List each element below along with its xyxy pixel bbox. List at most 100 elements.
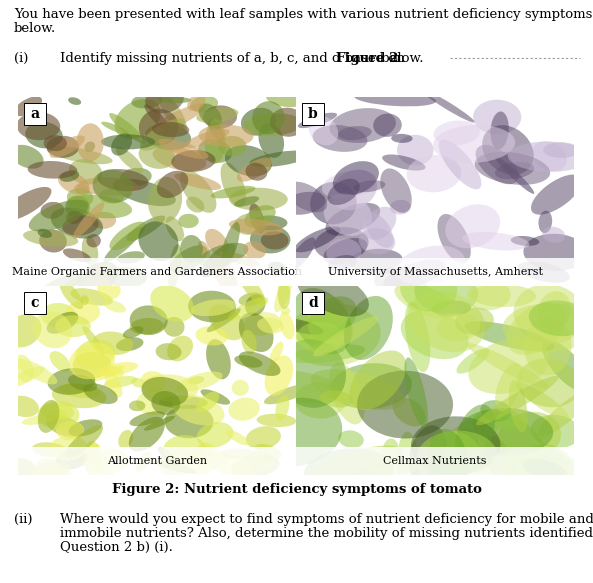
Ellipse shape [291,90,325,115]
Ellipse shape [12,318,36,331]
Ellipse shape [69,85,108,124]
Ellipse shape [276,452,296,475]
Ellipse shape [61,156,96,187]
Ellipse shape [155,299,182,315]
Ellipse shape [545,159,572,182]
Ellipse shape [92,410,106,422]
Ellipse shape [503,168,556,191]
Ellipse shape [76,392,97,422]
Ellipse shape [247,184,269,199]
Ellipse shape [62,326,105,353]
Ellipse shape [130,188,192,206]
Ellipse shape [96,189,136,218]
Ellipse shape [376,418,412,450]
Ellipse shape [413,119,446,147]
Ellipse shape [213,461,247,489]
Ellipse shape [144,328,167,360]
Ellipse shape [98,393,151,422]
Ellipse shape [178,332,206,353]
Ellipse shape [52,422,98,451]
Ellipse shape [52,307,84,320]
Ellipse shape [284,367,375,420]
Ellipse shape [94,418,137,440]
Text: a: a [30,107,40,121]
Ellipse shape [120,331,145,362]
Ellipse shape [53,324,66,333]
Ellipse shape [179,233,211,279]
Ellipse shape [253,329,292,355]
Ellipse shape [175,207,225,232]
Ellipse shape [154,198,174,209]
Ellipse shape [47,303,94,323]
Ellipse shape [455,132,503,175]
Ellipse shape [147,303,195,316]
Ellipse shape [86,413,117,429]
Ellipse shape [243,335,254,345]
Ellipse shape [516,361,576,401]
Ellipse shape [51,96,93,138]
Ellipse shape [260,357,299,382]
Ellipse shape [216,298,238,336]
Ellipse shape [292,219,346,249]
Ellipse shape [233,456,283,490]
Bar [18,447,296,475]
Ellipse shape [238,377,263,393]
Ellipse shape [481,276,526,320]
Ellipse shape [282,156,311,205]
Ellipse shape [459,383,556,449]
Ellipse shape [242,230,270,269]
Ellipse shape [388,170,433,201]
Ellipse shape [472,244,496,274]
Ellipse shape [228,96,244,124]
Ellipse shape [365,422,455,450]
Ellipse shape [399,386,485,448]
Text: b: b [308,107,318,121]
Ellipse shape [421,250,477,282]
Ellipse shape [270,77,291,121]
Ellipse shape [322,392,398,434]
Ellipse shape [364,166,394,187]
Ellipse shape [455,192,501,237]
Ellipse shape [455,294,535,342]
Ellipse shape [122,170,138,209]
Ellipse shape [299,352,378,402]
Ellipse shape [154,328,190,354]
Ellipse shape [298,389,363,422]
Ellipse shape [356,216,400,242]
Bar [302,292,324,314]
Ellipse shape [82,404,130,429]
Ellipse shape [282,243,319,267]
Ellipse shape [301,275,345,338]
Ellipse shape [73,324,91,336]
Ellipse shape [366,241,402,257]
Ellipse shape [156,373,187,392]
Ellipse shape [161,100,208,129]
Ellipse shape [50,419,91,451]
Ellipse shape [226,252,275,271]
Ellipse shape [499,449,551,479]
Ellipse shape [479,258,541,329]
Text: (ii): (ii) [14,513,33,526]
Ellipse shape [329,171,377,203]
Ellipse shape [385,312,441,338]
Ellipse shape [347,360,398,382]
Ellipse shape [430,276,496,312]
Ellipse shape [301,340,336,359]
Ellipse shape [216,347,230,371]
Ellipse shape [416,250,446,270]
Ellipse shape [156,114,192,130]
Ellipse shape [19,279,54,299]
Ellipse shape [177,99,212,120]
Ellipse shape [110,124,170,142]
Ellipse shape [360,382,454,423]
Ellipse shape [95,278,111,308]
Ellipse shape [487,108,546,129]
Ellipse shape [218,307,243,328]
Bar [18,258,296,286]
Ellipse shape [243,421,267,440]
Ellipse shape [231,265,296,297]
Ellipse shape [245,336,277,356]
Ellipse shape [295,350,399,380]
Ellipse shape [195,150,233,171]
Ellipse shape [264,398,288,432]
